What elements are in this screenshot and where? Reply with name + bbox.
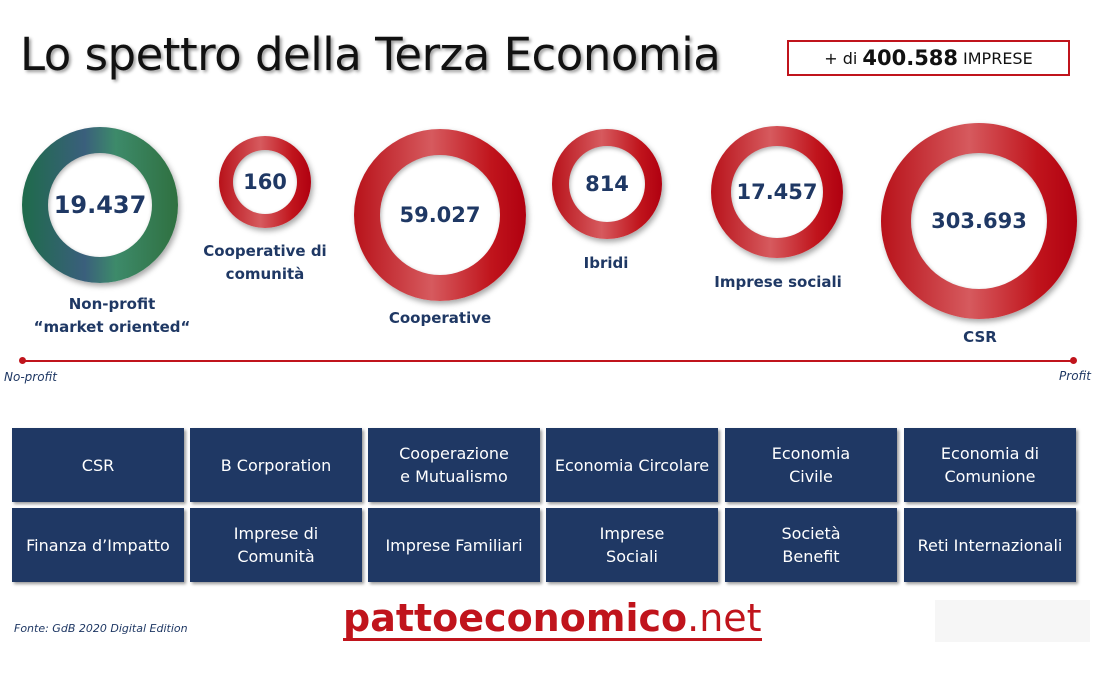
ring-label: CSR (963, 326, 997, 349)
ring-label-line: Cooperative di (203, 242, 327, 260)
category-label-line: B Corporation (220, 455, 332, 475)
axis-end-dot (1070, 357, 1077, 364)
category-box[interactable]: Imprese Sociali (546, 508, 718, 582)
ring-0: 19.437 (22, 127, 178, 283)
total-badge: + di 400.588 IMPRESE (787, 40, 1070, 76)
category-box[interactable]: Società Benefit (725, 508, 897, 582)
category-box[interactable]: Economia Civile (725, 428, 897, 502)
category-label-line: Società (781, 524, 841, 543)
category-label-line: Comunione (944, 467, 1036, 486)
category-label-line: Reti Internazionali (917, 535, 1063, 555)
category-label-line: Sociali (606, 547, 658, 566)
ring-value: 19.437 (48, 153, 152, 257)
spectrum-axis (22, 360, 1073, 362)
category-box[interactable]: Finanza d’Impatto (12, 508, 184, 582)
ring-5: 303.693 (881, 123, 1077, 319)
category-label-line: Imprese di (233, 524, 319, 543)
category-label-line: e Mutualismo (400, 467, 508, 486)
ring-label: Non-profit “market oriented“ (34, 293, 191, 339)
ring-label-line: Ibridi (583, 254, 629, 272)
category-label-line: Cooperazione (399, 444, 509, 463)
ring-label: Imprese sociali (714, 271, 842, 294)
ring-value: 59.027 (380, 155, 500, 275)
category-label-line: Comunità (237, 547, 315, 566)
ring-value: 814 (569, 146, 645, 222)
ring-label-line: Imprese sociali (714, 273, 842, 291)
logo-tld: .net (687, 596, 762, 640)
category-box[interactable]: B Corporation (190, 428, 362, 502)
page-title: Lo spettro della Terza Economia (20, 28, 721, 81)
category-box[interactable]: Imprese Familiari (368, 508, 540, 582)
axis-left-label: No-profit (4, 370, 57, 384)
axis-start-dot (19, 357, 26, 364)
category-label-line: Benefit (782, 547, 840, 566)
ring-value: 17.457 (731, 146, 823, 238)
ring-label-line: “market oriented“ (33, 318, 191, 336)
badge-suffix: IMPRESE (963, 48, 1033, 68)
faded-watermark (935, 600, 1090, 642)
ring-label: Ibridi (584, 252, 629, 275)
category-label-line: Imprese (599, 524, 665, 543)
category-label-line: Economia Circolare (554, 455, 710, 475)
category-label-line: Economia di (940, 444, 1040, 463)
axis-right-label: Profit (1059, 369, 1091, 383)
category-box[interactable]: Economia Circolare (546, 428, 718, 502)
ring-2: 59.027 (354, 129, 526, 301)
badge-prefix: + di (824, 48, 858, 68)
category-box[interactable]: Imprese di Comunità (190, 508, 362, 582)
category-label-line: Imprese Familiari (385, 535, 523, 555)
category-box[interactable]: Economia di Comunione (904, 428, 1076, 502)
category-label-line: Economia (771, 444, 851, 463)
source-note: Fonte: GdB 2020 Digital Edition (14, 622, 188, 635)
ring-3: 814 (552, 129, 662, 239)
ring-1: 160 (219, 136, 311, 228)
category-label-line: Finanza d’Impatto (26, 535, 170, 555)
ring-value: 303.693 (911, 153, 1047, 289)
category-box[interactable]: CSR (12, 428, 184, 502)
badge-number: 400.588 (862, 46, 959, 70)
ring-label-line: comunità (225, 265, 305, 283)
ring-label: Cooperative di comunità (203, 240, 326, 286)
ring-4: 17.457 (711, 126, 843, 258)
ring-value: 160 (233, 150, 297, 214)
category-label-line: Civile (789, 467, 833, 486)
ring-label-line: Cooperative (388, 309, 492, 327)
category-box[interactable]: Reti Internazionali (904, 508, 1076, 582)
logo-main: pattoeconomico (343, 596, 688, 640)
ring-label-line: Non-profit (68, 295, 156, 313)
category-box[interactable]: Cooperazione e Mutualismo (368, 428, 540, 502)
category-label-line: CSR (81, 455, 115, 475)
ring-label-line: CSR (963, 328, 997, 346)
site-logo[interactable]: pattoeconomico.net (343, 598, 762, 641)
ring-label: Cooperative (389, 307, 491, 330)
